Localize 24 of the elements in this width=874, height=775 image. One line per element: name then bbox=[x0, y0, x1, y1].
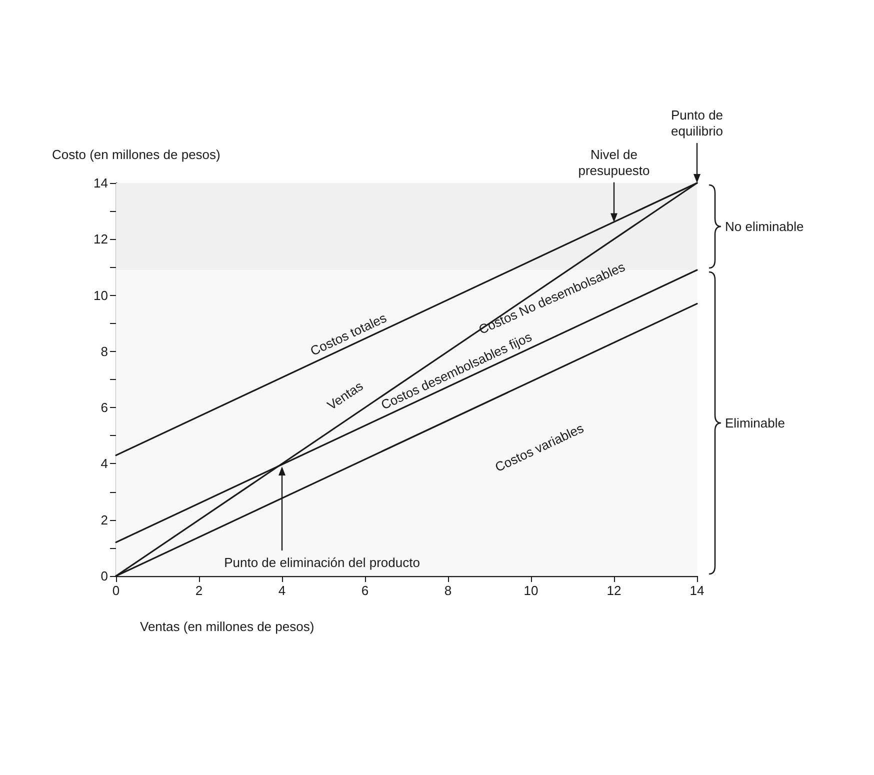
y-tick-label: 10 bbox=[94, 288, 108, 303]
annotation: Punto de eliminación del producto bbox=[224, 555, 420, 570]
x-tick-label: 0 bbox=[112, 583, 120, 598]
y-tick-label: 4 bbox=[100, 456, 108, 472]
y-tick-label: 0 bbox=[100, 568, 108, 584]
y-tick-label: 8 bbox=[100, 344, 108, 359]
x-tick-label: 8 bbox=[444, 583, 452, 598]
x-tick-label: 4 bbox=[278, 583, 286, 598]
x-axis-title: Ventas (en millones de pesos) bbox=[140, 619, 314, 634]
x-tick-label: 12 bbox=[606, 583, 622, 598]
band-label: No eliminable bbox=[725, 219, 804, 234]
x-tick-label: 14 bbox=[690, 583, 704, 598]
band-label: Eliminable bbox=[725, 416, 785, 431]
x-tick-label: 2 bbox=[195, 583, 203, 598]
x-tick-label: 6 bbox=[361, 583, 369, 598]
text: Costos totales bbox=[308, 310, 390, 359]
annotation: Nivel de presupuesto bbox=[578, 146, 650, 178]
y-tick-label: 2 bbox=[100, 512, 108, 528]
y-tick-label: 12 bbox=[94, 232, 108, 247]
annotation: Punto de equilibrio bbox=[670, 108, 724, 138]
x-tick-label: 10 bbox=[524, 583, 538, 598]
y-tick-label: 14 bbox=[94, 176, 108, 190]
y-tick-label: 6 bbox=[100, 400, 108, 416]
y-axis-title: Costo (en millones de pesos) bbox=[52, 147, 220, 162]
